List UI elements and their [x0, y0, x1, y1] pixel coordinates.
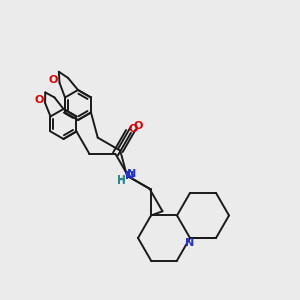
Text: H: H: [117, 176, 125, 186]
Text: N: N: [127, 169, 136, 179]
Text: O: O: [34, 95, 44, 105]
Text: O: O: [134, 121, 143, 131]
Text: O: O: [129, 124, 138, 134]
Text: O: O: [49, 75, 58, 85]
Text: H: H: [117, 176, 126, 185]
Text: N: N: [185, 238, 195, 248]
Text: N: N: [125, 171, 135, 181]
